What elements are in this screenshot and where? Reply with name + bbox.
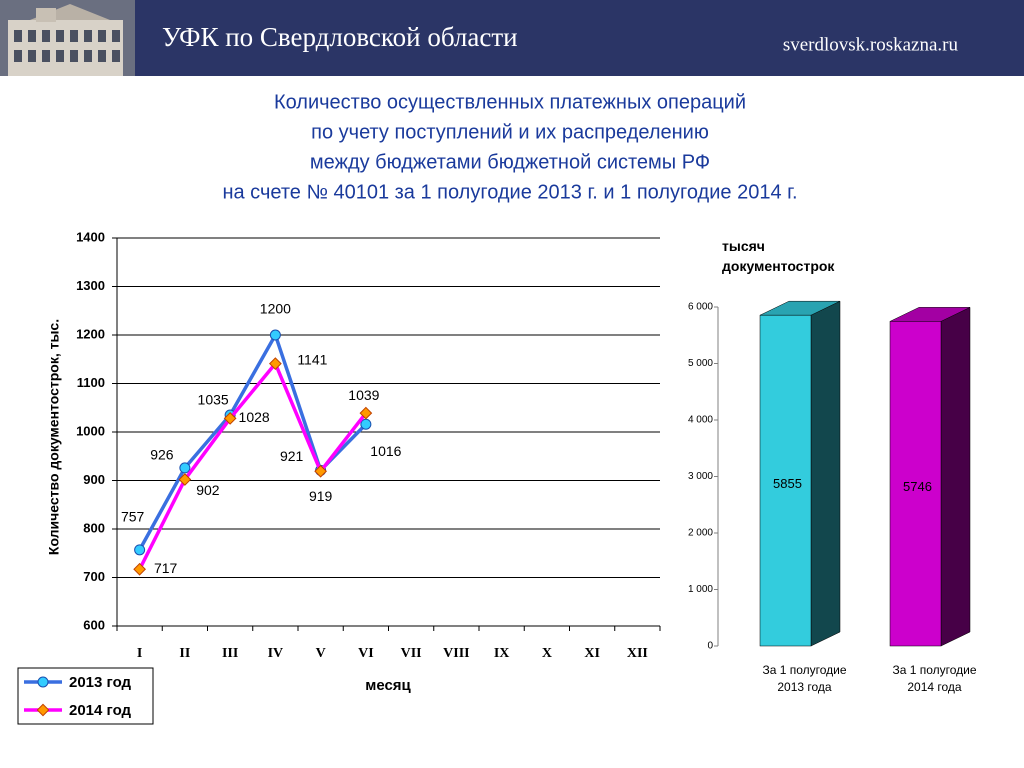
x-tick-label: II — [179, 646, 190, 661]
data-label: 921 — [280, 448, 304, 464]
point — [360, 418, 372, 430]
y-tick-label: 1000 — [76, 423, 105, 438]
y-tick-label: 1300 — [76, 278, 105, 293]
x-tick-label: VII — [401, 646, 422, 661]
data-label: 1200 — [260, 301, 291, 317]
data-label: 902 — [196, 482, 220, 498]
y-tick-label: 900 — [83, 472, 105, 487]
x-tick-label: XI — [584, 646, 600, 661]
y-tick-label: 0 — [707, 641, 713, 652]
data-label: 1028 — [239, 409, 270, 425]
header-site: sverdlovsk.roskazna.ru — [783, 34, 959, 55]
unit-label: тысяч документострок — [722, 238, 835, 274]
point — [179, 462, 191, 474]
legend-marker — [37, 676, 49, 688]
line — [138, 360, 368, 571]
bar-side — [940, 306, 971, 647]
legend-label: 2014 год — [69, 702, 132, 719]
x-tick-label: III — [222, 646, 238, 661]
line — [138, 330, 368, 551]
x-tick-label: I — [137, 646, 142, 661]
data-label: 1016 — [370, 443, 401, 459]
bar — [889, 321, 942, 647]
category-label-box: За 1 полугодие 2014 года — [892, 663, 977, 694]
x-tick-label: X — [542, 646, 552, 661]
x-tick-label: VI — [358, 646, 374, 661]
x-tick-label: За 1 полугодие 2013 года — [762, 663, 847, 694]
data-label: 926 — [150, 447, 174, 463]
point — [314, 464, 327, 478]
legend-label: 2013 год — [69, 674, 132, 691]
data-label: 1039 — [348, 387, 379, 403]
y-tick-label: 2 000 — [688, 528, 713, 539]
y-tick-label: 6 000 — [688, 302, 713, 313]
y-tick-label: 800 — [83, 520, 105, 535]
data-label: 5746 — [903, 479, 932, 494]
x-tick-label: За 1 полугодие 2014 года — [892, 663, 977, 694]
point — [223, 412, 237, 425]
data-label: 919 — [309, 488, 333, 504]
legend-marker — [36, 703, 50, 717]
header-title: УФК по Свердловской области — [162, 22, 518, 52]
point — [269, 329, 281, 341]
x-tick-label: IV — [268, 646, 284, 661]
point — [359, 406, 373, 420]
x-tick-label: IX — [494, 646, 510, 661]
data-label: 5855 — [773, 476, 802, 491]
x-tick-label: XII — [627, 646, 648, 661]
data-label: 717 — [154, 560, 178, 576]
unit-label-box: тысяч документострок — [722, 238, 835, 274]
y-tick-label: 4 000 — [688, 415, 713, 426]
x-axis-label: месяц — [365, 677, 411, 694]
slide-title: Количество осуществленных платежных опер… — [274, 91, 746, 113]
y-tick-label: 1 000 — [688, 584, 713, 595]
y-tick-label: 5 000 — [688, 358, 713, 369]
data-label: 1141 — [297, 351, 327, 367]
bar-side — [810, 300, 841, 647]
data-label: 1035 — [198, 392, 229, 408]
building-icon — [0, 0, 135, 76]
y-axis-label: Количество документострок, тыс. — [46, 319, 62, 555]
bar — [759, 314, 812, 647]
y-tick-label: 1200 — [76, 326, 105, 341]
x-tick-label: V — [316, 646, 326, 661]
slide-title: между бюджетами бюджетной системы РФ — [310, 151, 710, 173]
y-tick-label: 1100 — [77, 375, 105, 390]
slide-title: по учету поступлений и их распределению — [311, 121, 709, 143]
header-bar — [0, 0, 1024, 76]
data-label: 757 — [121, 509, 145, 525]
point — [133, 562, 146, 576]
point — [269, 357, 282, 370]
x-tick-label: VIII — [443, 646, 469, 661]
y-tick-label: 1400 — [76, 229, 105, 244]
point — [134, 544, 146, 556]
y-tick-label: 3 000 — [688, 471, 713, 482]
category-label-box: За 1 полугодие 2013 года — [762, 663, 847, 694]
y-tick-label: 600 — [83, 617, 105, 632]
y-tick-label: 700 — [83, 569, 105, 584]
slide-title: на счете № 40101 за 1 полугодие 2013 г. … — [222, 181, 797, 203]
point — [178, 473, 192, 486]
